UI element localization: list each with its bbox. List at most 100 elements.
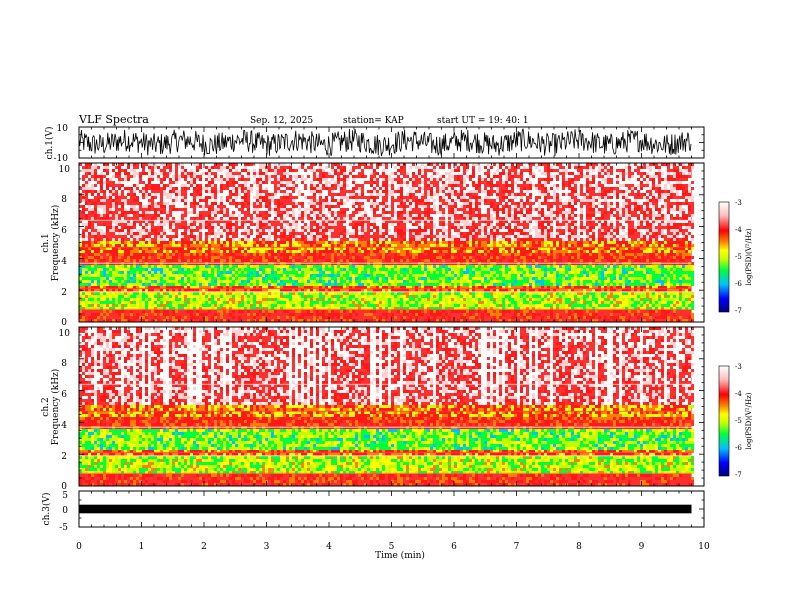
- start-time-label: start UT = 19: 40: 1: [437, 116, 529, 126]
- spectrogram-cell: [259, 208, 262, 211]
- spectrogram-cell: [88, 196, 91, 199]
- spectrogram-cell: [268, 226, 271, 229]
- spectrogram-cell: [157, 313, 160, 316]
- spectrogram-cell: [322, 205, 325, 208]
- spectrogram-cell: [136, 193, 139, 196]
- spectrogram-cell: [106, 277, 109, 280]
- spectrogram-cell: [274, 166, 277, 169]
- spectrogram-cell: [397, 298, 400, 301]
- spectrogram-cell: [124, 199, 127, 202]
- spectrogram-cell: [241, 199, 244, 202]
- spectrogram-cell: [289, 256, 292, 259]
- spectrogram-cell: [289, 163, 292, 166]
- spectrogram-cell: [418, 244, 421, 247]
- spectrogram-cell: [79, 268, 82, 271]
- spectrogram-cell: [331, 277, 334, 280]
- spectrogram-cell: [316, 283, 319, 286]
- spectrogram-cell: [154, 289, 157, 292]
- spectrogram-cell: [202, 217, 205, 220]
- spectrogram-cell: [115, 304, 118, 307]
- spectrogram-cell: [268, 205, 271, 208]
- spectrogram-cell: [385, 277, 388, 280]
- spectrogram-cell: [190, 280, 193, 283]
- spectrogram-cell: [106, 304, 109, 307]
- spectrogram-cell: [127, 298, 130, 301]
- spectrogram-cell: [97, 235, 100, 238]
- spectrogram-cell: [418, 265, 421, 268]
- spectrogram-cell: [298, 277, 301, 280]
- spectrogram-cell: [349, 283, 352, 286]
- spectrogram-cell: [310, 196, 313, 199]
- spectrogram-cell: [97, 280, 100, 283]
- spectrogram-cell: [193, 229, 196, 232]
- spectrogram-cell: [250, 232, 253, 235]
- spectrogram-cell: [154, 292, 157, 295]
- spectrogram-cell: [358, 211, 361, 214]
- spectrogram-cell: [289, 193, 292, 196]
- spectrogram-cell: [157, 235, 160, 238]
- spectrogram-cell: [82, 187, 85, 190]
- spectrogram-cell: [169, 217, 172, 220]
- spectrogram-cell: [292, 256, 295, 259]
- spectrogram-cell: [361, 310, 364, 313]
- spectrogram-cell: [352, 205, 355, 208]
- spectrogram-cell: [79, 202, 82, 205]
- spectrogram-cell: [190, 196, 193, 199]
- spectrogram-cell: [160, 208, 163, 211]
- spectrogram-cell: [382, 250, 385, 253]
- spectrogram-cell: [370, 169, 373, 172]
- spectrogram-cell: [235, 238, 238, 241]
- spectrogram-cell: [91, 256, 94, 259]
- spectrogram-cell: [355, 280, 358, 283]
- spectrogram-cell: [307, 190, 310, 193]
- spectrogram-cell: [100, 307, 103, 310]
- spectrogram-cell: [151, 208, 154, 211]
- spectrogram-cell: [358, 238, 361, 241]
- spectrogram-cell: [223, 232, 226, 235]
- spectrogram-cell: [421, 178, 424, 181]
- spectrogram-cell: [178, 274, 181, 277]
- spectrogram-cell: [241, 181, 244, 184]
- spectrogram-cell: [415, 172, 418, 175]
- spectrogram-cell: [274, 265, 277, 268]
- spectrogram-cell: [295, 190, 298, 193]
- spectrogram-cell: [331, 232, 334, 235]
- spectrogram-cell: [91, 265, 94, 268]
- spectrogram-cell: [232, 250, 235, 253]
- spectrogram-cell: [109, 175, 112, 178]
- spectrogram-cell: [208, 163, 211, 166]
- spectrogram-cell: [160, 181, 163, 184]
- spectrogram-cell: [136, 244, 139, 247]
- spectrogram-cell: [379, 283, 382, 286]
- spectrogram-cell: [100, 277, 103, 280]
- spectrogram-cell: [229, 172, 232, 175]
- spectrogram-cell: [166, 250, 169, 253]
- spectrogram-cell: [388, 208, 391, 211]
- spectrogram-cell: [367, 223, 370, 226]
- spectrogram-cell: [133, 277, 136, 280]
- spectrogram-cell: [307, 184, 310, 187]
- spectrogram-cell: [181, 169, 184, 172]
- spectrogram-cell: [316, 241, 319, 244]
- spectrogram-cell: [391, 319, 394, 322]
- spectrogram-cell: [322, 301, 325, 304]
- spectrogram-cell: [277, 172, 280, 175]
- spectrogram-cell: [172, 274, 175, 277]
- spectrogram-cell: [271, 214, 274, 217]
- spectrogram-cell: [85, 265, 88, 268]
- spectrogram-cell: [376, 238, 379, 241]
- spectrogram-cell: [250, 295, 253, 298]
- spectrogram-cell: [367, 211, 370, 214]
- spectrogram-cell: [328, 268, 331, 271]
- spectrogram-cell: [100, 298, 103, 301]
- spectrogram-cell: [328, 280, 331, 283]
- spectrogram-cell: [100, 253, 103, 256]
- spectrogram-cell: [181, 175, 184, 178]
- spectrogram-cell: [175, 268, 178, 271]
- spectrogram-cell: [187, 226, 190, 229]
- spectrogram-cell: [148, 292, 151, 295]
- spectrogram-cell: [187, 199, 190, 202]
- spectrogram-cell: [289, 277, 292, 280]
- spectrogram-cell: [172, 319, 175, 322]
- spectrogram-cell: [244, 238, 247, 241]
